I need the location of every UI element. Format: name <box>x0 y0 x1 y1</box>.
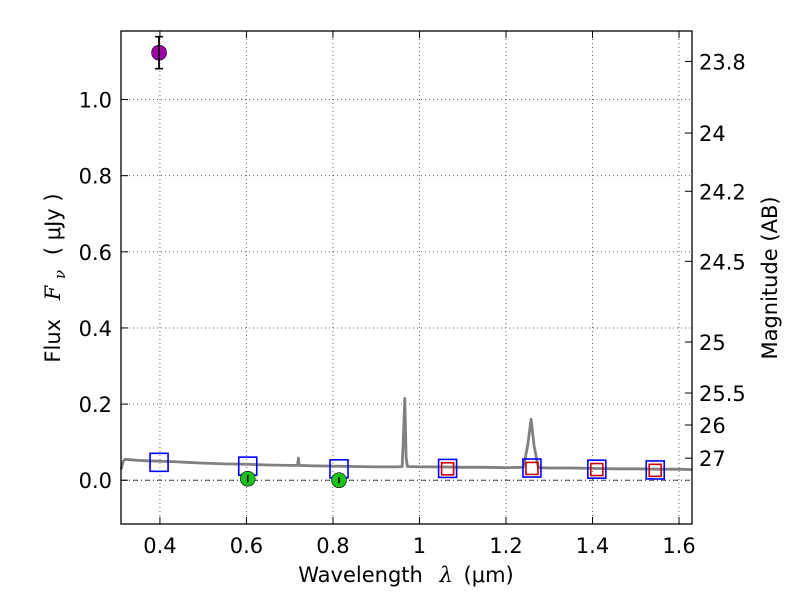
plot-frame <box>120 30 693 525</box>
y-axis-label-subscript: ν <box>51 270 69 279</box>
x-tick-label: 1.2 <box>489 534 522 558</box>
y-tick-label: 0.8 <box>79 165 112 189</box>
y-axis-label: Flux F ν ( μJy ) <box>41 193 70 362</box>
mag-tick-label: 25 <box>699 331 726 355</box>
model-photometry-marker <box>522 458 542 478</box>
measured-flux-marker <box>440 461 455 476</box>
x-tick-label: 0.4 <box>143 534 176 558</box>
measured-flux-marker <box>525 461 539 476</box>
x-axis-label-symbol: λ <box>439 563 453 587</box>
x-tick-label: 0.8 <box>316 534 349 558</box>
measured-flux-marker <box>648 463 663 478</box>
y-tick-label: 0.4 <box>79 317 112 341</box>
spectrum-line <box>119 397 693 471</box>
x-axis-label: Wavelength λ (μm) <box>298 563 513 587</box>
model-photometry-marker <box>149 452 169 473</box>
model-photometry-marker <box>645 460 666 480</box>
mag-tick-label: 24 <box>699 122 726 146</box>
x-axis-label-units: (μm) <box>464 563 514 587</box>
y-axis-label-units: ( μJy ) <box>41 193 65 255</box>
mag-tick-label: 26 <box>699 414 726 438</box>
mag-tick-label: 23.8 <box>699 50 746 74</box>
mag-tick-label: 27 <box>699 447 726 471</box>
x-tick-label: 1.6 <box>662 534 695 558</box>
model-photometry-marker <box>587 459 607 479</box>
x-tick-label: 0.6 <box>230 534 263 558</box>
model-photometry-marker <box>437 458 458 479</box>
x-axis-label-prefix: Wavelength <box>298 563 423 587</box>
series-layer <box>119 35 693 489</box>
y-tick-label: 1.0 <box>79 89 112 113</box>
y-tick-label: 0.0 <box>79 469 112 493</box>
y-axis-label-symbol: F <box>41 284 65 301</box>
y-axis-label-prefix: Flux <box>41 319 65 363</box>
y2-axis-label: Magnitude (AB) <box>758 196 782 359</box>
y-tick-label: 0.6 <box>79 241 112 265</box>
mag-tick-label: 24.5 <box>699 250 746 274</box>
measured-flux-marker <box>590 462 604 477</box>
mag-tick-label: 25.5 <box>699 382 746 406</box>
x-tick-label: 1 <box>413 534 426 558</box>
x-tick-label: 1.4 <box>576 534 609 558</box>
ticks: 0.4 0.6 0.8 1 1.2 1.4 1.6 0.0 0.2 0.4 0.6 0.8 1.0 23.… <box>79 31 746 558</box>
y-tick-label: 0.2 <box>79 393 112 417</box>
mag-tick-label: 24.2 <box>699 180 746 204</box>
